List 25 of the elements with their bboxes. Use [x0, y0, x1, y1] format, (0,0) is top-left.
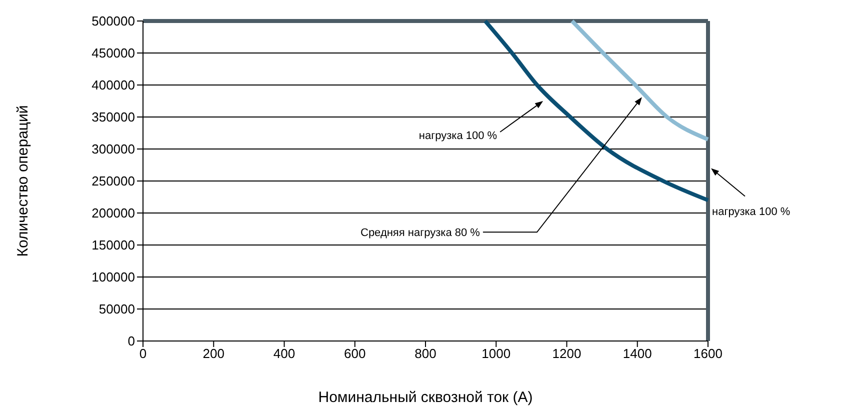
y-tick-label: 150000 [92, 238, 135, 253]
y-tick-label: 300000 [92, 142, 135, 157]
ref-line-label: нагрузка 100 % [712, 206, 790, 218]
y-axis-title: Количество операций [14, 105, 32, 257]
x-axis-title: Номинальный сквозной ток (А) [318, 389, 533, 406]
x-tick-label: 200 [202, 346, 224, 362]
annotation: нагрузка 100 % [418, 130, 498, 142]
x-tick-label: 800 [414, 346, 436, 362]
y-tick-label: 250000 [92, 174, 135, 189]
y-tick-label: 500000 [92, 14, 135, 29]
x-tick-label: 1600 [694, 346, 722, 362]
y-tick-label: 350000 [92, 110, 135, 125]
annotation: Средняя нагрузка 80 % [360, 227, 480, 240]
y-tick-label: 450000 [92, 46, 135, 61]
x-tick-label: 1200 [552, 346, 582, 362]
y-tick-label: 0 [128, 334, 135, 349]
y-tick-label: 200000 [92, 206, 135, 221]
x-tick-label: 400 [273, 346, 296, 362]
x-tick-label: 0 [139, 346, 147, 362]
y-tick-label: 100000 [92, 270, 135, 285]
y-tick-label: 400000 [92, 78, 135, 93]
x-tick-label: 600 [344, 346, 366, 362]
x-tick-label: 1000 [482, 346, 511, 362]
x-tick-label: 1400 [622, 346, 652, 362]
y-tick-label: 50000 [98, 302, 135, 317]
